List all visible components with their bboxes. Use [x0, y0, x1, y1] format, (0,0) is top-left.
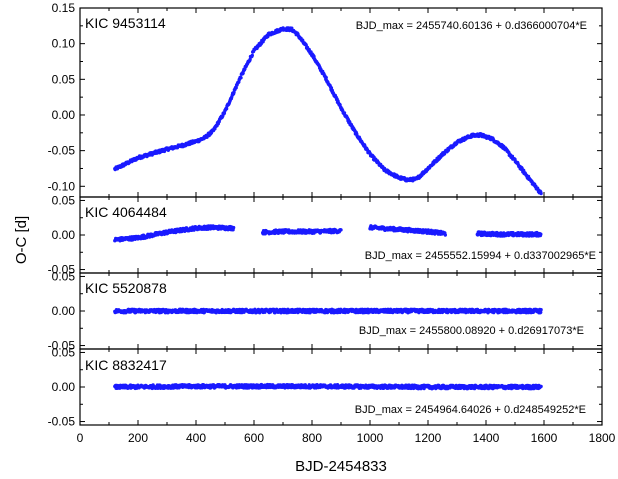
data-point [539, 384, 543, 389]
data-point [443, 233, 447, 237]
y-tick-label: -0.05 [48, 144, 76, 158]
x-tick-label: 200 [128, 431, 148, 445]
panel-3-equation: BJD_max = 2455800.08920 + 0.d26917073*E [359, 325, 584, 337]
panel-4-plot: -0.05 0.00 0.05 [48, 345, 603, 429]
data-point [426, 228, 430, 232]
panel-3-label: KIC 5520878 [85, 280, 167, 296]
panel-2: KIC 4064484 BJD_max = 2455552.15994 + 0.… [85, 204, 596, 262]
panel-2-label: KIC 4064484 [85, 204, 167, 220]
x-tick-label: 0 [77, 431, 84, 445]
panel-1-label: KIC 9453114 [85, 15, 166, 31]
y-tick-label: -0.05 [48, 339, 76, 353]
panel-2-equation: BJD_max = 2455552.15994 + 0.d337002965*E [365, 250, 596, 262]
x-tick-label: 1200 [415, 431, 442, 445]
data-point [234, 86, 238, 90]
panel-3-plot: -0.05 0.00 0.05 [48, 269, 603, 353]
x-tick-label: 1800 [589, 431, 616, 445]
y-tick-label: -0.10 [48, 179, 76, 193]
y-tick-label: 0.00 [52, 108, 76, 122]
data-point [248, 57, 252, 62]
y-tick-label: -0.05 [48, 415, 76, 429]
y-tick-label: 0.10 [52, 37, 76, 51]
data-point [239, 76, 243, 80]
y-tick-label: 0.00 [52, 304, 76, 318]
y-tick-label: 0.00 [52, 228, 76, 242]
x-tick-label: 1400 [473, 431, 500, 445]
y-tick-label: 0.15 [52, 1, 76, 15]
panel-1-equation: BJD_max = 2455740.60136 + 0.d366000704*E [356, 20, 587, 32]
y-tick-label: 0.05 [52, 345, 76, 359]
data-point [539, 191, 543, 196]
data-point [250, 53, 254, 58]
panel-3: KIC 5520878 BJD_max = 2455800.08920 + 0.… [85, 280, 584, 337]
y-tick-label: -0.05 [48, 263, 76, 277]
data-point [324, 75, 328, 80]
y-tick-label: 0.00 [52, 380, 76, 394]
data-point [224, 107, 229, 111]
data-point [539, 232, 543, 236]
x-tick-label: 400 [186, 431, 206, 445]
panel-1: KIC 9453114 BJD_max = 2455740.60136 + 0.… [85, 15, 587, 32]
panel-4: KIC 8832417 BJD_max = 2454964.64026 + 0.… [85, 357, 586, 416]
x-tick-label: 600 [244, 431, 264, 445]
data-point [231, 225, 236, 230]
data-point [339, 228, 343, 232]
y-tick-label: 0.05 [52, 269, 76, 283]
x-tick-label: 800 [302, 431, 322, 445]
data-point [342, 111, 347, 115]
y-axis-title: O-C [d] [13, 216, 30, 264]
panel-4-label: KIC 8832417 [85, 357, 167, 373]
panel-2-plot: -0.05 0.00 0.05 [48, 193, 603, 277]
x-tick-label: 1000 [357, 431, 384, 445]
y-tick-label: 0.05 [52, 72, 76, 86]
x-axis-title: BJD-2454833 [295, 458, 387, 475]
panel-4-equation: BJD_max = 2454964.64026 + 0.d248549252*E [355, 404, 586, 416]
data-point [539, 310, 543, 314]
y-tick-label: 0.05 [52, 193, 76, 207]
data-point [539, 308, 543, 312]
x-tick-label: 1600 [531, 431, 558, 445]
